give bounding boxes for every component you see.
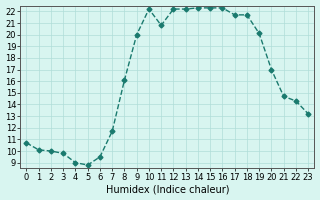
X-axis label: Humidex (Indice chaleur): Humidex (Indice chaleur)	[106, 184, 229, 194]
